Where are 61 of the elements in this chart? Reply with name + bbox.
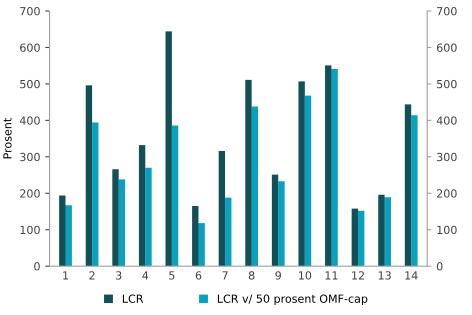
y2-tick-label: 400 (436, 116, 457, 125)
x-tick-label: 4 (142, 271, 148, 280)
bar (325, 65, 332, 266)
bar (145, 168, 152, 266)
x-tick-label: 7 (222, 271, 228, 280)
x-tick-label: 5 (169, 271, 174, 280)
y-tick-label: 0 (34, 262, 40, 271)
x-tick-label: 1 (63, 271, 68, 280)
x-tick-label: 13 (378, 271, 391, 280)
bar (245, 80, 252, 266)
bar (138, 145, 146, 266)
bar (378, 194, 385, 266)
bar (118, 179, 126, 266)
bar (298, 81, 305, 266)
bar (192, 206, 198, 266)
bar (166, 31, 172, 266)
x-tick-label: 8 (248, 271, 254, 280)
x-tick-label: 9 (275, 271, 281, 280)
x-tick-label: 10 (298, 271, 312, 280)
bar (66, 205, 72, 266)
y2-tick-label: 100 (437, 226, 457, 234)
x-tick-label: 12 (352, 271, 364, 280)
y-tick-label: 100 (20, 226, 40, 234)
bar (304, 96, 312, 266)
bar (278, 181, 285, 266)
y2-tick-label: 0 (436, 262, 443, 271)
x-tick-label: 2 (89, 271, 95, 280)
y-tick-label: 200 (20, 189, 40, 198)
y-tick-label: 600 (20, 43, 40, 52)
y2-tick-label: 600 (436, 43, 457, 52)
bar (352, 208, 358, 266)
x-tick-label: 11 (326, 271, 338, 280)
bar (86, 85, 92, 266)
bar (358, 210, 364, 266)
bar (198, 223, 205, 266)
y2-tick-label: 300 (437, 152, 457, 162)
bar (92, 122, 98, 266)
y2-tick-label: 700 (437, 7, 457, 16)
bar (404, 104, 412, 266)
bar (252, 106, 258, 266)
y-tick-label: 700 (20, 7, 40, 16)
legend-label: LCR (122, 294, 144, 303)
bar (272, 174, 278, 266)
y-tick-label: 300 (20, 152, 40, 162)
bar (218, 150, 226, 266)
x-tick-label: 6 (196, 271, 202, 280)
bar (225, 198, 232, 266)
bar (172, 125, 178, 266)
y-tick-label: 500 (20, 80, 40, 88)
legend-label: LCR v/ 50 prosent OMF-cap (218, 294, 368, 305)
bar (384, 197, 391, 266)
y2-tick-label: 200 (437, 189, 457, 198)
y-axis-title: Prosent (3, 118, 12, 158)
bar (112, 169, 119, 266)
bar (59, 195, 66, 266)
x-tick-label: 3 (116, 271, 122, 280)
bar (411, 115, 418, 266)
y2-tick-label: 500 (437, 80, 457, 88)
bar (331, 68, 338, 266)
x-tick-label: 14 (405, 271, 418, 280)
y-tick-label: 400 (20, 116, 40, 125)
